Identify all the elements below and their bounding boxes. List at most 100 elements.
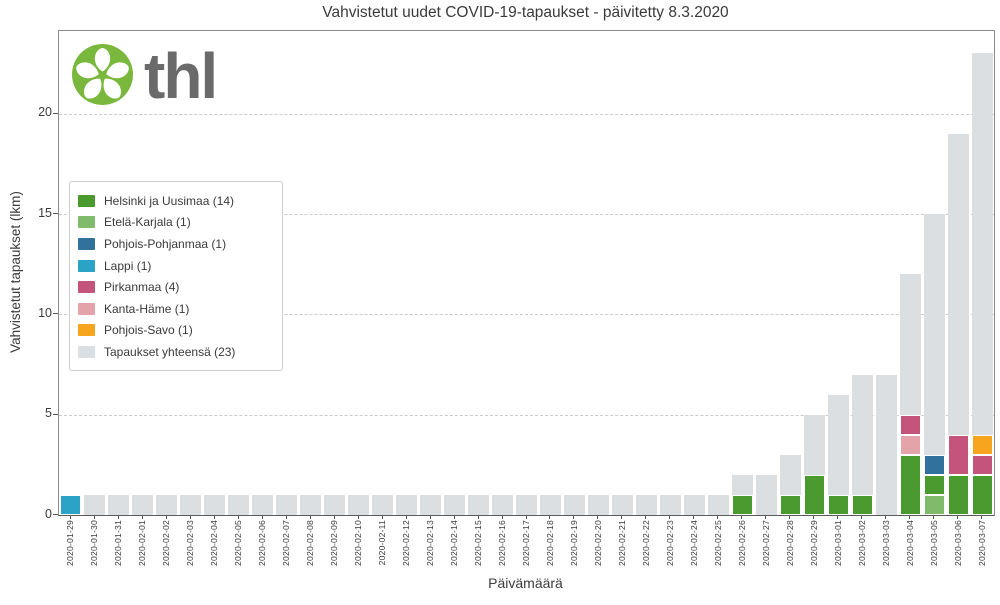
y-tick-mark (53, 413, 58, 415)
bar-total (372, 494, 394, 515)
x-tick-mark (453, 515, 455, 519)
bar-total (587, 494, 609, 515)
x-tick-label: 2020-02-02 (161, 520, 172, 566)
y-tick-mark (53, 514, 58, 515)
bar-total (707, 494, 729, 515)
bar-total (971, 53, 993, 515)
legend-label: Pohjois-Pohjanmaa (1) (104, 236, 227, 251)
bar-segment-helsinki (779, 494, 801, 515)
bar-total (420, 494, 442, 515)
x-tick-label: 2020-02-20 (592, 520, 603, 566)
bar-segment-pirkanmaa (899, 414, 921, 435)
legend-row-pohjois_pohjanmaa: Pohjois-Pohjanmaa (1) (78, 233, 274, 255)
bar-total (300, 494, 322, 515)
bar-total (875, 374, 897, 515)
y-tick-label: 20 (38, 105, 52, 120)
legend-label: Pirkanmaa (4) (104, 280, 180, 295)
y-tick-mark (53, 112, 58, 114)
x-tick-mark (741, 515, 743, 519)
x-tick-label: 2020-01-29 (65, 520, 76, 566)
x-tick-mark (573, 515, 575, 519)
bar-total (492, 494, 514, 515)
bar-total (539, 494, 561, 515)
x-tick-mark (957, 515, 959, 519)
x-tick-mark (597, 515, 599, 519)
y-tick-label: 10 (38, 305, 52, 320)
x-tick-label: 2020-02-27 (760, 520, 771, 566)
y-tick-mark (53, 313, 58, 315)
bar-total (516, 494, 537, 515)
legend-label: Kanta-Häme (1) (104, 301, 190, 316)
x-tick-mark (381, 515, 383, 519)
thl-flower-icon (72, 44, 133, 105)
x-tick-label: 2020-03-03 (880, 520, 891, 566)
bar-total (324, 494, 346, 515)
bar-segment-kanta_hame (899, 434, 921, 455)
bar-total (180, 494, 202, 515)
x-tick-mark (93, 515, 95, 519)
x-tick-label: 2020-02-23 (664, 520, 675, 566)
x-tick-label: 2020-03-06 (952, 520, 963, 566)
legend-swatch-total (78, 345, 95, 358)
gridline-y5 (59, 414, 994, 416)
legend-label: Lappi (1) (104, 258, 152, 273)
x-tick-mark (789, 515, 791, 519)
bar-total (276, 494, 298, 515)
thl-wordmark: thl (144, 40, 218, 112)
bar-segment-helsinki (851, 494, 873, 515)
x-tick-label: 2020-02-03 (185, 520, 196, 566)
x-tick-label: 2020-02-06 (257, 520, 268, 566)
legend-swatch-pohjois_savo (78, 324, 95, 337)
x-tick-mark (309, 515, 311, 519)
bar-total (396, 494, 418, 515)
bar-total (252, 494, 274, 515)
legend-row-kanta_hame: Kanta-Häme (1) (78, 298, 274, 320)
x-tick-label: 2020-02-11 (377, 520, 388, 566)
legend-label: Tapaukset yhteensä (23) (104, 344, 236, 359)
bar-segment-pirkanmaa (971, 454, 993, 475)
x-tick-mark (141, 515, 143, 519)
bar-total (156, 494, 178, 515)
x-tick-mark (429, 515, 431, 519)
x-tick-mark (237, 515, 239, 519)
x-tick-label: 2020-02-25 (712, 520, 723, 566)
x-tick-label: 2020-02-17 (521, 520, 531, 566)
legend-label: Helsinki ja Uusimaa (14) (104, 193, 235, 208)
bar-segment-etela_karjala (923, 494, 945, 515)
bar-segment-pirkanmaa (947, 434, 969, 475)
x-tick-mark (261, 515, 263, 519)
gridline-y10 (59, 314, 994, 316)
legend-row-etela_karjala: Etelä-Karjala (1) (78, 212, 274, 234)
x-tick-mark (69, 515, 71, 519)
x-tick-label: 2020-02-05 (233, 520, 244, 566)
bar-total (468, 494, 490, 515)
x-tick-mark (621, 515, 623, 519)
x-tick-mark (189, 515, 191, 519)
bar-total (659, 494, 681, 515)
bar-total (563, 494, 585, 515)
bar-total (611, 494, 633, 515)
legend-swatch-lappi (78, 259, 95, 272)
bar-segment-pohjois_savo (971, 434, 993, 455)
x-tick-mark (813, 515, 815, 519)
chart-title: Vahvistetut uudet COVID-19-tapaukset - p… (322, 4, 729, 21)
x-tick-mark (669, 515, 671, 519)
bar-total (755, 474, 777, 515)
bar-total (827, 394, 849, 515)
x-tick-mark (477, 515, 479, 519)
legend-row-helsinki: Helsinki ja Uusimaa (14) (78, 190, 274, 212)
legend-row-total: Tapaukset yhteensä (23) (78, 341, 274, 363)
x-tick-label: 2020-02-04 (209, 520, 220, 566)
legend-row-lappi: Lappi (1) (78, 255, 274, 277)
x-tick-label: 2020-02-13 (425, 520, 436, 566)
bar-total (84, 494, 106, 515)
x-tick-label: 2020-02-16 (497, 520, 508, 566)
bar-segment-helsinki (899, 454, 921, 515)
bar-segment-lappi (60, 494, 82, 515)
bar-segment-helsinki (971, 474, 993, 515)
legend-label: Pohjois-Savo (1) (104, 323, 193, 338)
x-tick-label: 2020-02-10 (353, 520, 364, 566)
bar-total (204, 494, 226, 515)
thl-logo: thl (72, 40, 218, 112)
